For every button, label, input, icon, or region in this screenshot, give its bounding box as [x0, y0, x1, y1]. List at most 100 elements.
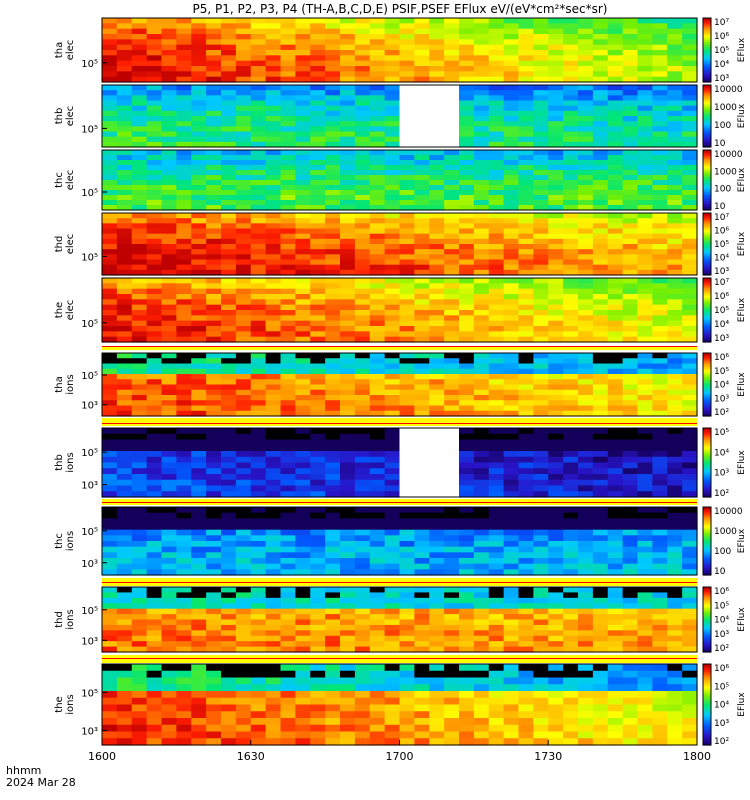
spectrogram-cell	[533, 541, 549, 548]
spectrogram-cell	[102, 724, 118, 733]
spectrogram-cell	[295, 116, 311, 122]
spectrogram-cell	[399, 190, 415, 196]
spectrogram-cell	[503, 541, 520, 548]
spectrogram-cell	[548, 136, 564, 143]
spectrogram-cell	[116, 724, 133, 733]
spectrogram-cell	[414, 479, 430, 487]
spectrogram-cell	[235, 518, 252, 525]
spectrogram-cell	[325, 294, 341, 300]
spectrogram-cell	[622, 141, 639, 148]
spectrogram-cell	[325, 155, 341, 161]
spectrogram-cell	[637, 331, 653, 338]
spectrogram-cell	[622, 630, 639, 637]
spectrogram-cell	[280, 439, 296, 446]
spectrogram-cell	[310, 592, 326, 599]
spectrogram-cell	[265, 126, 282, 133]
spectrogram-cell	[637, 105, 653, 112]
spectrogram-cell	[354, 320, 371, 327]
spectrogram-cell	[399, 238, 415, 245]
spectrogram-cell	[131, 641, 148, 648]
spectrogram-cell	[146, 518, 163, 525]
colorbar-swatch	[703, 488, 711, 491]
spectrogram-cell	[622, 233, 639, 240]
spectrogram-cell	[682, 28, 698, 35]
spectrogram-cell	[518, 294, 534, 300]
spectrogram-cell	[131, 39, 148, 46]
spectrogram-cell	[444, 326, 460, 332]
spectrogram-cell	[488, 468, 505, 475]
spectrogram-cell	[518, 131, 534, 138]
spectrogram-cell	[116, 374, 133, 380]
spectrogram-cell	[637, 646, 653, 653]
spectrogram-cell	[652, 294, 668, 300]
spectrogram-cell	[578, 126, 594, 133]
spectrogram-cell	[399, 254, 415, 261]
spectrogram-cell	[161, 205, 177, 211]
spectrogram-cell	[607, 223, 624, 230]
colorbar-swatch	[703, 549, 711, 552]
spectrogram-cell	[102, 738, 118, 746]
spectrogram-cell	[280, 116, 296, 122]
spectrogram-cell	[354, 374, 371, 380]
colorbar-swatch	[703, 395, 711, 398]
spectrogram-cell	[399, 136, 415, 143]
spectrogram-cell	[265, 269, 282, 276]
spectrogram-cell	[206, 254, 222, 261]
spectrogram-cell	[459, 259, 475, 266]
spectrogram-cell	[131, 336, 148, 343]
spectrogram-cell	[667, 213, 683, 219]
spectrogram-cell	[414, 126, 430, 133]
spectrogram-cell	[518, 249, 534, 255]
spectrogram-cell	[518, 278, 534, 284]
spectrogram-cell	[652, 315, 668, 322]
spectrogram-cell	[444, 400, 460, 407]
spectrogram-cell	[161, 485, 177, 492]
spectrogram-cell	[667, 264, 683, 271]
spectrogram-cell	[235, 677, 252, 685]
spectrogram-cell	[191, 136, 207, 143]
spectrogram-cell	[548, 389, 564, 396]
spectrogram-cell	[310, 624, 326, 631]
spectrogram-cell	[235, 34, 252, 40]
spectrogram-cell	[250, 218, 267, 224]
spectrogram-cell	[221, 546, 237, 553]
spectrogram-cell	[221, 479, 237, 487]
spectrogram-cell	[622, 462, 639, 469]
colorbar-swatch	[703, 642, 711, 645]
spectrogram-cell	[459, 165, 475, 171]
spectrogram-cell	[116, 433, 133, 441]
spectrogram-cell	[444, 603, 460, 610]
spectrogram-cell	[667, 39, 683, 46]
spectrogram-cell	[295, 34, 311, 40]
spectrogram-cell	[280, 563, 296, 570]
spectrogram-cell	[459, 155, 475, 161]
colorbar-swatch	[703, 563, 711, 566]
spectrogram-cell	[265, 190, 282, 196]
panel-frame	[101, 212, 698, 276]
spectrogram-cell	[518, 410, 534, 417]
spectrogram-cell	[578, 624, 594, 631]
spectrogram-cell	[667, 507, 683, 514]
spectrogram-cell	[280, 299, 296, 306]
spectrogram-cell	[295, 238, 311, 245]
spectrogram-cell	[176, 358, 192, 365]
spectrogram-cell	[161, 428, 177, 435]
colorbar-swatch	[703, 245, 711, 248]
spectrogram-cell	[340, 456, 356, 464]
colorbar-swatch	[703, 322, 711, 325]
spectrogram-cell	[280, 507, 296, 514]
spectrogram-cell	[340, 336, 356, 343]
spectrogram-cell	[578, 44, 594, 51]
spectrogram-cell	[191, 244, 207, 250]
spectrogram-cell	[280, 238, 296, 245]
spectrogram-cell	[563, 131, 579, 138]
spectrogram-cell	[592, 155, 609, 161]
spectrogram-cell	[369, 23, 386, 30]
spectrogram-cell	[637, 190, 653, 196]
spectrogram-cell	[429, 110, 445, 117]
spectrogram-cell	[221, 603, 237, 610]
spectrogram-cell	[399, 76, 415, 83]
spectrogram-cell	[102, 491, 118, 498]
spectrogram-cell	[131, 259, 148, 266]
spectrogram-cell	[265, 23, 282, 30]
